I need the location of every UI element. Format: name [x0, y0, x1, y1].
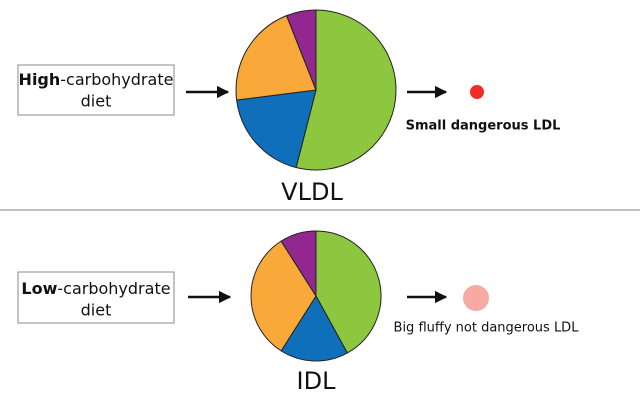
diet-bold: Low [21, 279, 57, 298]
diet-rest: -carbohydrate [60, 70, 173, 89]
result-label: Small dangerous LDL [406, 119, 561, 134]
pie [250, 230, 382, 362]
pie-slice [315, 230, 382, 354]
particle [463, 285, 489, 311]
diet-line2: diet [81, 301, 112, 320]
pie-slice [285, 9, 317, 91]
pie-slice [295, 9, 397, 171]
diet-rest: -carbohydrate [57, 279, 170, 298]
diet-bold: High [19, 70, 61, 89]
particle [470, 85, 484, 99]
pie [235, 9, 397, 171]
diet-box [17, 64, 175, 116]
result-label: Big fluffy not dangerous LDL [394, 321, 580, 336]
diet-line2: diet [81, 92, 112, 111]
diet-label: Low-carbohydrate [21, 279, 170, 298]
pie-label: VLDL [281, 178, 343, 206]
diet-box [17, 271, 175, 324]
pie-slice [280, 295, 348, 362]
pie-label: IDL [297, 367, 337, 395]
pie-slice [235, 14, 317, 101]
pie-slice [280, 230, 317, 298]
diet-label: High-carbohydrate [19, 70, 174, 89]
pie-slice [236, 89, 317, 169]
pie-slice [250, 240, 317, 352]
